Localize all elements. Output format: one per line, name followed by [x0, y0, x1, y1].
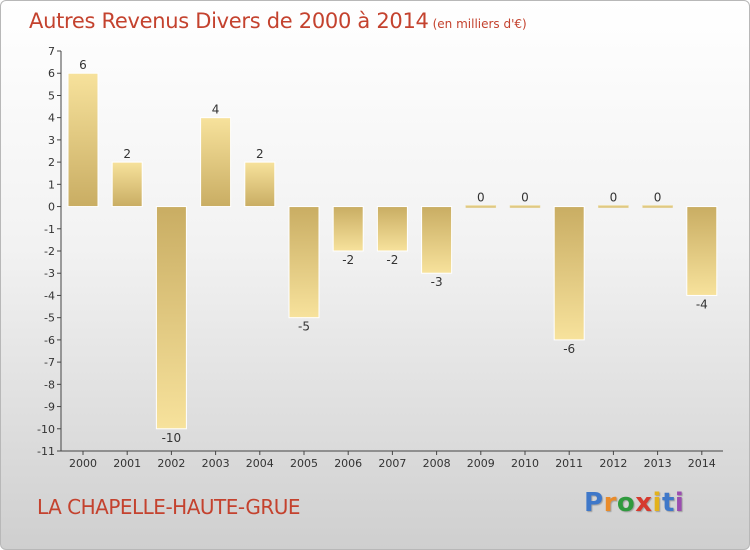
chart-data-labels: 6 2 -10 4 2 -5 -2 -2 -3 0 0 -6 0 0 -4: [79, 58, 708, 445]
y-tick-label: -9: [44, 401, 55, 414]
x-tick-label: 2002: [157, 457, 185, 470]
x-tick-label: 2014: [688, 457, 716, 470]
y-tick-label: 2: [48, 156, 55, 169]
chart-bars: [67, 72, 718, 430]
y-tick-label: 3: [48, 134, 55, 147]
x-tick-label: 2001: [113, 457, 141, 470]
data-label: -10: [162, 431, 182, 445]
bar: [642, 205, 673, 208]
x-tick-label: 2010: [511, 457, 539, 470]
data-label: -3: [431, 275, 443, 289]
proxiti-logo: Proxiti: [584, 488, 684, 518]
data-label: 2: [256, 147, 264, 161]
y-tick-label: 7: [48, 45, 55, 58]
data-label: 6: [79, 58, 87, 72]
y-tick-label: -6: [44, 334, 55, 347]
data-label: 0: [477, 191, 485, 205]
y-tick-label: 0: [48, 201, 55, 214]
y-tick-label: -10: [37, 423, 55, 436]
x-tick-label: 2007: [378, 457, 406, 470]
x-tick-label: 2009: [467, 457, 495, 470]
y-tick-label: -4: [44, 289, 55, 302]
y-tick-label: -5: [44, 312, 55, 325]
data-label: -2: [386, 253, 398, 267]
x-tick-label: 2013: [644, 457, 672, 470]
x-tick-label: 2000: [69, 457, 97, 470]
bar: [509, 205, 541, 208]
y-tick-label: 4: [48, 112, 55, 125]
logo-letter: i: [652, 488, 662, 518]
x-tick-label: 2003: [202, 457, 230, 470]
data-label: 0: [610, 191, 618, 205]
x-tick-label: 2012: [599, 457, 627, 470]
bar: [288, 206, 320, 319]
y-tick-label: -1: [44, 223, 55, 236]
y-tick-label: 6: [48, 67, 55, 80]
bar: [598, 205, 629, 208]
bar: [332, 206, 364, 252]
x-tick-label: 2004: [246, 457, 274, 470]
logo-letter: i: [674, 488, 685, 518]
bar: [421, 206, 453, 274]
x-tick-label: 2011: [555, 457, 583, 470]
bar: [200, 117, 232, 208]
bar: [67, 72, 99, 208]
data-label: 4: [212, 103, 220, 117]
bar: [244, 161, 276, 208]
y-tick-label: -3: [44, 267, 55, 280]
x-tick-label: 2005: [290, 457, 318, 470]
y-tick-label: -2: [44, 245, 55, 258]
bar: [376, 206, 408, 252]
y-tick-label: 1: [48, 178, 55, 191]
bar: [111, 161, 143, 208]
logo-letter: P: [584, 488, 604, 518]
x-tick-label: 2008: [423, 457, 451, 470]
chart-title-text: Autres Revenus Divers de 2000 à 2014: [29, 9, 429, 33]
chart-title: Autres Revenus Divers de 2000 à 2014 (en …: [29, 9, 527, 33]
data-label: 0: [654, 191, 662, 205]
commune-name: LA CHAPELLE-HAUTE-GRUE: [37, 495, 301, 519]
bar: [686, 206, 718, 296]
chart-subtitle: (en milliers d'€): [432, 17, 527, 31]
y-tick-label: -11: [37, 445, 55, 458]
bar: [465, 205, 497, 208]
logo-letter: o: [616, 488, 636, 518]
data-label: -4: [696, 297, 708, 311]
y-tick-label: -8: [44, 378, 55, 391]
data-label: 0: [521, 191, 529, 205]
data-label: -2: [342, 253, 354, 267]
data-label: -6: [563, 342, 575, 356]
y-tick-label: -7: [44, 356, 55, 369]
x-tick-label: 2006: [334, 457, 362, 470]
logo-letter: x: [635, 488, 653, 518]
logo-letter: r: [603, 488, 617, 518]
bar: [155, 206, 187, 430]
bar: [553, 206, 585, 341]
data-label: -5: [298, 320, 310, 334]
data-label: 2: [123, 147, 131, 161]
logo-letter: t: [661, 488, 675, 518]
y-tick-label: 5: [48, 89, 55, 102]
